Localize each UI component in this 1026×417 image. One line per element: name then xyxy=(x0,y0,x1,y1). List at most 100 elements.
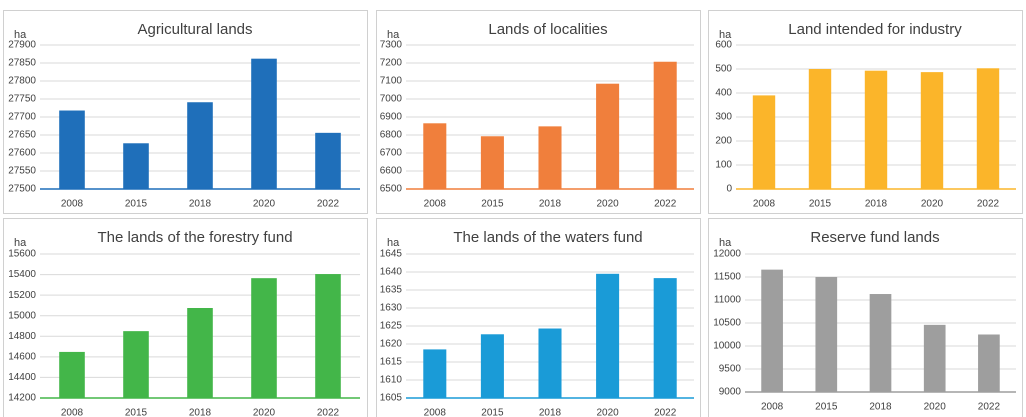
y-tick-label: 14800 xyxy=(8,331,36,342)
bar xyxy=(423,123,447,189)
panel xyxy=(708,218,1023,417)
bar xyxy=(869,294,892,392)
y-tick-label: 27750 xyxy=(8,94,36,105)
x-tick-label: 2020 xyxy=(596,199,619,210)
x-tick-label: 2018 xyxy=(189,199,212,210)
y-tick-label: 15000 xyxy=(8,310,36,321)
bar xyxy=(123,331,149,398)
bar xyxy=(123,143,149,189)
y-tick-label: 100 xyxy=(715,160,732,171)
panel xyxy=(3,218,368,417)
y-tick-label: 1605 xyxy=(380,393,403,404)
x-tick-label: 2015 xyxy=(815,402,838,413)
y-tick-label: 6900 xyxy=(380,112,403,123)
x-tick-label: 2015 xyxy=(125,199,148,210)
x-tick-label: 2022 xyxy=(978,402,1001,413)
x-tick-label: 2020 xyxy=(921,199,944,210)
y-tick-label: 6800 xyxy=(380,130,403,141)
x-tick-label: 2020 xyxy=(596,408,619,417)
y-tick-label: 400 xyxy=(715,88,732,99)
y-tick-label: 27600 xyxy=(8,148,36,159)
x-tick-label: 2020 xyxy=(253,408,276,417)
x-tick-label: 2018 xyxy=(539,408,562,417)
y-axis-label: ha xyxy=(387,29,400,41)
x-tick-label: 2015 xyxy=(809,199,832,210)
bar xyxy=(187,102,213,189)
y-tick-label: 1645 xyxy=(380,249,403,260)
chart-title: Land intended for industry xyxy=(788,21,962,38)
bar xyxy=(480,136,504,189)
x-tick-label: 2018 xyxy=(869,402,892,413)
x-tick-label: 2018 xyxy=(189,408,212,417)
bar xyxy=(538,328,562,398)
y-axis-label: ha xyxy=(14,29,27,41)
y-tick-label: 14400 xyxy=(8,372,36,383)
y-tick-label: 15400 xyxy=(8,269,36,280)
y-tick-label: 1620 xyxy=(380,339,403,350)
y-tick-label: 1625 xyxy=(380,321,403,332)
chart-title: The lands of the waters fund xyxy=(453,229,642,246)
y-tick-label: 15200 xyxy=(8,290,36,301)
y-tick-label: 11000 xyxy=(714,295,742,306)
y-tick-label: 6700 xyxy=(380,148,403,159)
bar xyxy=(808,69,832,189)
y-tick-label: 200 xyxy=(715,136,732,147)
y-tick-label: 1640 xyxy=(380,267,403,278)
bar xyxy=(315,274,341,398)
y-tick-label: 27550 xyxy=(8,166,36,177)
y-tick-label: 600 xyxy=(715,40,732,51)
y-axis-label: ha xyxy=(387,237,400,249)
bar xyxy=(923,324,946,392)
y-tick-label: 27700 xyxy=(8,112,36,123)
x-tick-label: 2008 xyxy=(424,199,447,210)
x-tick-label: 2008 xyxy=(753,199,776,210)
chart-title: The lands of the forestry fund xyxy=(97,229,292,246)
bar xyxy=(480,334,504,398)
y-tick-label: 27800 xyxy=(8,76,36,87)
bar xyxy=(596,273,620,398)
bar xyxy=(920,72,944,189)
y-tick-label: 27900 xyxy=(8,40,36,51)
y-tick-label: 1615 xyxy=(380,357,403,368)
y-tick-label: 300 xyxy=(715,112,732,123)
y-tick-label: 500 xyxy=(715,64,732,75)
y-tick-label: 14600 xyxy=(8,351,36,362)
bar xyxy=(761,269,783,392)
y-tick-label: 6500 xyxy=(380,184,403,195)
x-tick-label: 2020 xyxy=(924,402,947,413)
x-tick-label: 2022 xyxy=(654,199,677,210)
bar xyxy=(978,334,1000,392)
y-tick-label: 14200 xyxy=(8,393,36,404)
y-tick-label: 1630 xyxy=(380,303,403,314)
bar xyxy=(315,132,341,189)
y-tick-label: 9000 xyxy=(719,387,742,398)
bar xyxy=(538,126,562,189)
x-tick-label: 2015 xyxy=(125,408,148,417)
y-tick-label: 1635 xyxy=(380,285,403,296)
y-tick-label: 9500 xyxy=(719,364,742,375)
x-tick-label: 2008 xyxy=(424,408,447,417)
panel xyxy=(3,10,368,214)
y-tick-label: 12000 xyxy=(713,249,741,260)
x-tick-label: 2015 xyxy=(481,199,504,210)
y-tick-label: 27500 xyxy=(8,184,36,195)
x-tick-label: 2020 xyxy=(253,199,276,210)
y-tick-label: 11500 xyxy=(714,272,742,283)
x-tick-label: 2008 xyxy=(61,199,84,210)
y-tick-label: 7000 xyxy=(380,94,403,105)
bar xyxy=(187,308,213,398)
bar xyxy=(251,58,277,190)
x-tick-label: 2018 xyxy=(865,199,888,210)
y-axis-label: ha xyxy=(719,29,732,41)
y-axis-label: ha xyxy=(719,237,732,249)
y-tick-label: 7300 xyxy=(380,40,403,51)
y-tick-label: 7200 xyxy=(380,58,403,69)
x-tick-label: 2022 xyxy=(317,199,340,210)
y-tick-label: 15600 xyxy=(8,249,36,260)
x-tick-label: 2022 xyxy=(977,199,1000,210)
bar xyxy=(653,61,677,189)
bar xyxy=(653,278,677,398)
bar xyxy=(752,95,776,189)
x-tick-label: 2022 xyxy=(317,408,340,417)
